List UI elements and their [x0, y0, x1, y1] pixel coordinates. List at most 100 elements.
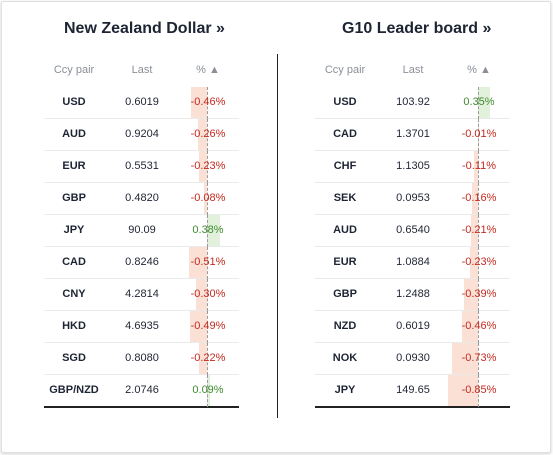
percent-change: -0.39% — [461, 288, 497, 300]
currency-pair: SGD — [62, 352, 86, 364]
percent-change: -0.30% — [190, 288, 226, 300]
table-row[interactable]: SEK 0.0953 -0.16% — [315, 183, 510, 215]
zero-line — [478, 247, 479, 279]
zero-line — [207, 151, 208, 183]
last-price: 1.1305 — [396, 160, 430, 172]
last-price: 4.2814 — [125, 288, 159, 300]
table-row[interactable]: HKD 4.6935 -0.49% — [44, 311, 239, 343]
change-bar — [472, 183, 478, 214]
percent-change: 0.35% — [463, 96, 495, 108]
percent-change-cell: -0.30% — [177, 279, 239, 311]
percent-change-cell: -0.26% — [177, 119, 239, 151]
zero-line — [478, 343, 479, 375]
change-bar — [207, 375, 211, 406]
nzd-panel-title[interactable]: New Zealand Dollar » — [64, 20, 225, 37]
percent-change-cell: -0.01% — [448, 119, 510, 151]
zero-line — [207, 375, 208, 407]
last-price: 1.3701 — [396, 128, 430, 140]
panel-divider — [277, 54, 278, 418]
table-row[interactable]: AUD 0.9204 -0.26% — [44, 119, 239, 151]
zero-line — [478, 87, 479, 119]
change-bar — [464, 279, 478, 310]
zero-line — [478, 311, 479, 343]
currency-pair: GBP — [333, 288, 357, 300]
change-bar — [197, 119, 207, 150]
table-row[interactable]: GBP/NZD 2.0746 0.09% — [44, 375, 239, 408]
zero-line — [207, 119, 208, 151]
percent-change-cell: -0.21% — [448, 215, 510, 247]
zero-line — [207, 87, 208, 119]
percent-change: -0.08% — [190, 192, 226, 204]
column-header-change-sort[interactable]: % ▲ — [467, 64, 491, 76]
change-bar — [198, 151, 207, 182]
zero-line — [207, 247, 208, 279]
column-header-change-sort[interactable]: % ▲ — [196, 64, 220, 76]
change-bar — [189, 247, 207, 278]
change-bar — [469, 247, 478, 278]
nzd-table-header: Ccy pair Last % ▲ — [44, 64, 239, 80]
percent-change-cell: 0.38% — [177, 215, 239, 247]
percent-change-cell: -0.46% — [177, 87, 239, 119]
table-row[interactable]: SGD 0.8080 -0.22% — [44, 343, 239, 375]
currency-pair: AUD — [62, 128, 86, 140]
g10-panel-title[interactable]: G10 Leader board » — [342, 20, 492, 37]
change-bar — [189, 311, 207, 342]
currency-pair: EUR — [62, 160, 86, 172]
zero-line — [478, 375, 479, 407]
percent-change: -0.23% — [461, 256, 497, 268]
percent-change: -0.73% — [461, 352, 497, 364]
change-bar — [461, 311, 478, 342]
currency-pair: JPY — [63, 224, 85, 236]
table-row[interactable]: NZD 0.6019 -0.46% — [315, 311, 510, 343]
table-row[interactable]: JPY 90.09 0.38% — [44, 215, 239, 247]
last-price: 0.0930 — [396, 352, 430, 364]
currency-pair: NOK — [332, 352, 358, 364]
table-row[interactable]: JPY 149.65 -0.85% — [315, 375, 510, 408]
percent-change: -0.22% — [190, 352, 226, 364]
currency-pair: GBP/NZD — [49, 384, 99, 396]
percent-change-cell: -0.23% — [448, 247, 510, 279]
percent-change-cell: -0.51% — [177, 247, 239, 279]
last-price: 0.5531 — [125, 160, 159, 172]
table-row[interactable]: GBP 0.4820 -0.08% — [44, 183, 239, 215]
table-row[interactable]: CAD 1.3701 -0.01% — [315, 119, 510, 151]
percent-change: -0.23% — [190, 160, 226, 172]
change-bar — [199, 343, 207, 374]
percent-change-cell: -0.16% — [448, 183, 510, 215]
percent-change: -0.46% — [190, 96, 226, 108]
last-price: 1.0884 — [396, 256, 430, 268]
nzd-table-body: USD 0.6019 -0.46% AUD 0.9204 -0.26% EUR 0.5531 -… — [44, 87, 239, 408]
last-price: 2.0746 — [125, 384, 159, 396]
change-bar — [474, 151, 478, 182]
table-row[interactable]: CHF 1.1305 -0.11% — [315, 151, 510, 183]
table-row[interactable]: AUD 0.6540 -0.21% — [315, 215, 510, 247]
currency-pair: CHF — [333, 160, 357, 172]
table-row[interactable]: EUR 0.5531 -0.23% — [44, 151, 239, 183]
table-row[interactable]: USD 0.6019 -0.46% — [44, 87, 239, 119]
percent-change-cell: -0.49% — [177, 311, 239, 343]
percent-change-cell: -0.39% — [448, 279, 510, 311]
table-row[interactable]: NOK 0.0930 -0.73% — [315, 343, 510, 375]
last-price: 0.4820 — [125, 192, 159, 204]
percent-change: -0.01% — [461, 128, 497, 140]
zero-line — [207, 343, 208, 375]
table-row[interactable]: GBP 1.2488 -0.39% — [315, 279, 510, 311]
column-header-pair: Ccy pair — [53, 64, 95, 76]
g10-table-body: USD 103.92 0.35% CAD 1.3701 -0.01% CHF 1.1305 -0… — [315, 87, 510, 408]
table-row[interactable]: CNY 4.2814 -0.30% — [44, 279, 239, 311]
last-price: 4.6935 — [125, 320, 159, 332]
table-row[interactable]: EUR 1.0884 -0.23% — [315, 247, 510, 279]
table-row[interactable]: USD 103.92 0.35% — [315, 87, 510, 119]
currency-pair: GBP — [62, 192, 86, 204]
zero-line — [478, 151, 479, 183]
percent-change: -0.46% — [461, 320, 497, 332]
table-row[interactable]: CAD 0.8246 -0.51% — [44, 247, 239, 279]
percent-change-cell: -0.22% — [177, 343, 239, 375]
column-header-last: Last — [131, 64, 153, 76]
change-bar — [448, 375, 478, 406]
last-price: 0.9204 — [125, 128, 159, 140]
last-price: 0.6019 — [125, 96, 159, 108]
last-price: 103.92 — [396, 96, 430, 108]
percent-change-cell: -0.73% — [448, 343, 510, 375]
currency-pair: CAD — [333, 128, 357, 140]
